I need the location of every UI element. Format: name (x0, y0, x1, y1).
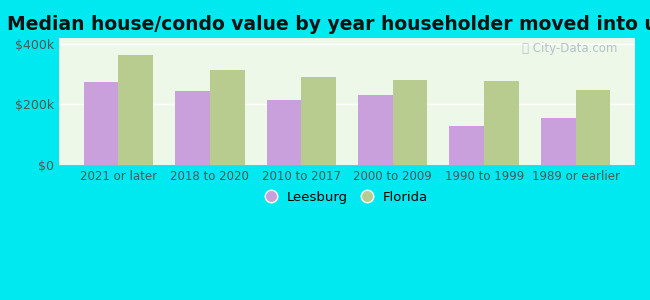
Bar (393, 80, 428, 165)
Bar (210, 70, 244, 165)
Bar (541, 118, 575, 165)
Bar (358, 95, 393, 165)
Text: ⓘ City-Data.com: ⓘ City-Data.com (523, 42, 618, 55)
Bar (175, 91, 210, 165)
Title: Median house/condo value by year householder moved into unit: Median house/condo value by year househo… (7, 15, 650, 34)
Bar (302, 77, 336, 165)
Bar (118, 55, 153, 165)
Bar (266, 100, 302, 165)
Bar (484, 81, 519, 165)
Bar (449, 125, 484, 165)
Bar (575, 90, 610, 165)
Bar (84, 82, 118, 165)
Legend: Leesburg, Florida: Leesburg, Florida (259, 184, 434, 211)
